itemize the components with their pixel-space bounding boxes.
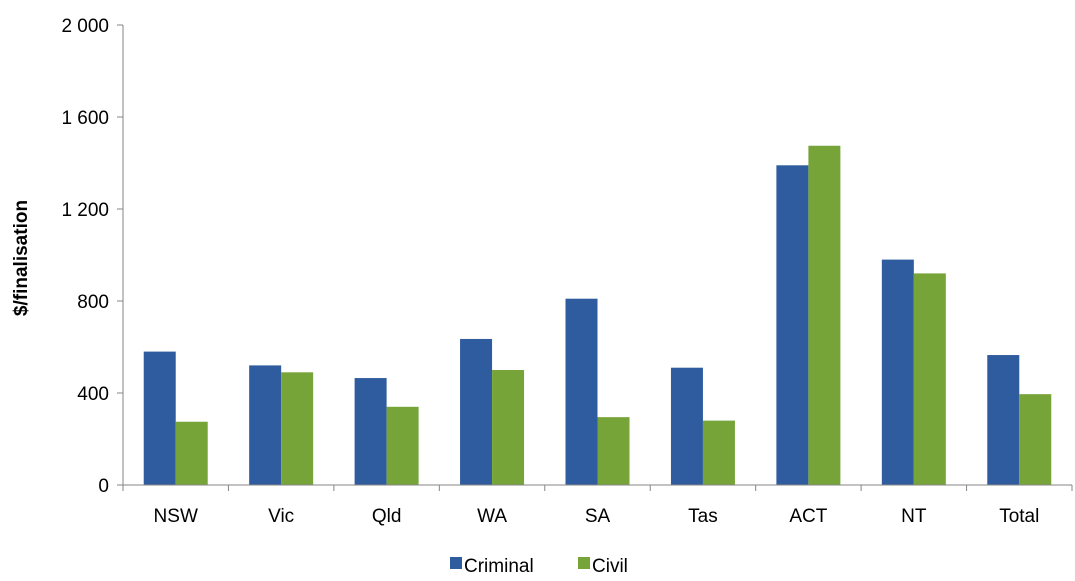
bar-criminal-nt bbox=[881, 259, 914, 485]
bar-criminal-sa bbox=[565, 298, 598, 485]
bar-criminal-vic bbox=[249, 365, 282, 485]
bar-criminal-act bbox=[776, 165, 809, 486]
legend: Criminal Civil bbox=[450, 556, 628, 577]
x-tick-label: WA bbox=[477, 506, 507, 527]
y-tick-label: 1 600 bbox=[61, 108, 109, 129]
y-tick-label: 1 200 bbox=[61, 200, 109, 221]
bar-civil-wa bbox=[492, 370, 525, 485]
y-tick-label: 0 bbox=[98, 476, 109, 497]
x-tick-label: Total bbox=[999, 506, 1039, 527]
bar-civil-sa bbox=[597, 417, 630, 485]
y-tick-label: 800 bbox=[77, 292, 109, 313]
x-tick-label: ACT bbox=[789, 506, 827, 527]
legend-swatch-criminal bbox=[450, 557, 462, 569]
bar-civil-qld bbox=[386, 406, 419, 485]
bar-criminal-nsw bbox=[143, 351, 176, 485]
x-tick-label: SA bbox=[585, 506, 611, 527]
bar-civil-total bbox=[1019, 394, 1052, 485]
x-axis-ticks: NSW Vic Qld WA SA Tas ACT NT Total bbox=[122, 485, 1073, 527]
bar-civil-nsw bbox=[175, 421, 208, 485]
legend-swatch-civil bbox=[578, 557, 590, 569]
bar-criminal-total bbox=[987, 355, 1020, 485]
bar-civil-vic bbox=[281, 372, 314, 485]
bar-criminal-wa bbox=[460, 338, 493, 485]
legend-label-criminal: Criminal bbox=[464, 556, 534, 576]
y-axis-title: $/finalisation bbox=[11, 200, 32, 316]
bar-criminal-tas bbox=[670, 367, 703, 485]
y-tick-label: 2 000 bbox=[61, 16, 109, 37]
y-tick-label: 400 bbox=[77, 384, 109, 405]
bars bbox=[143, 145, 1052, 486]
bar-civil-tas bbox=[702, 420, 735, 485]
legend-label-civil: Civil bbox=[592, 556, 628, 576]
x-tick-label: NT bbox=[901, 506, 927, 527]
x-tick-label: Vic bbox=[268, 506, 294, 527]
x-tick-label: Qld bbox=[372, 506, 402, 527]
bar-civil-nt bbox=[913, 273, 946, 485]
y-axis-ticks: 0 400 800 1 200 1 600 2 000 bbox=[61, 16, 123, 497]
x-tick-label: NSW bbox=[154, 506, 198, 527]
bar-criminal-qld bbox=[354, 378, 387, 485]
bar-civil-act bbox=[808, 145, 841, 485]
x-tick-label: Tas bbox=[688, 506, 718, 527]
